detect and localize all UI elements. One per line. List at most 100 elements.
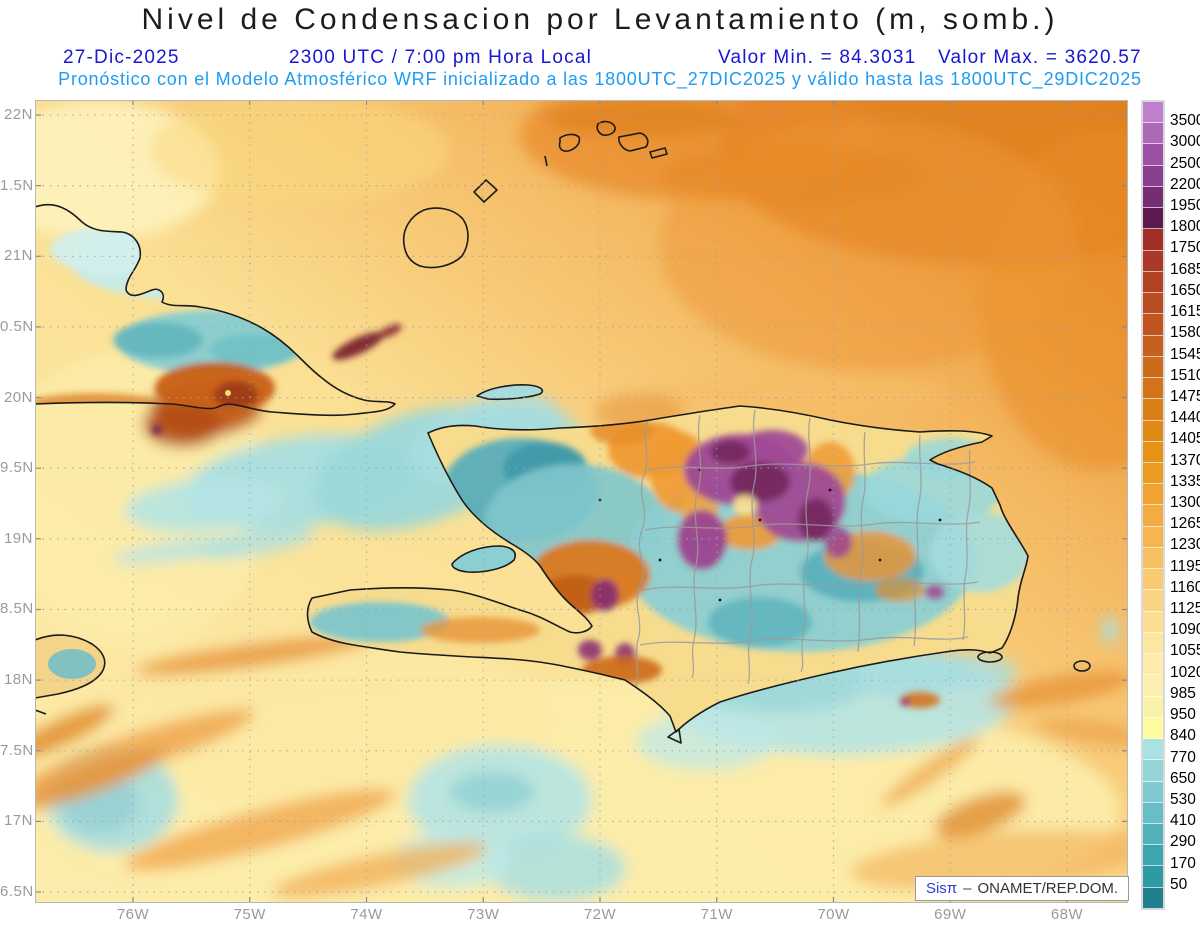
colorbar-segment	[1143, 802, 1163, 824]
colorbar-segment	[1143, 823, 1163, 846]
lat-tick-label: 9.5N	[0, 459, 33, 477]
colorbar-label: 770	[1170, 748, 1196, 766]
page-title: Nivel de Condensacion por Levantamiento …	[141, 3, 1059, 36]
forecast-init-line: Pronóstico con el Modelo Atmosférico WRF…	[58, 69, 1142, 89]
colorbar-segment	[1143, 547, 1163, 570]
colorbar-label: 1650	[1170, 281, 1200, 299]
colorbar-segment	[1143, 569, 1163, 591]
lon-tick-label: 71W	[700, 906, 733, 923]
colorbar-label: 1300	[1170, 494, 1200, 511]
province-borders	[635, 409, 981, 687]
jamaica-coastline	[35, 634, 106, 699]
lat-tick-label: 19N	[3, 529, 33, 547]
saona-island	[977, 651, 1003, 663]
colorbar-label: 530	[1170, 790, 1196, 808]
lat-tick-label: 8.5N	[0, 600, 33, 618]
tortue-island	[476, 384, 544, 401]
colorbar-segment	[1143, 632, 1163, 655]
valid-time-label: 2300 UTC / 7:00 pm Hora Local	[289, 47, 593, 68]
max-value-label: Valor Max. = 3620.57	[938, 47, 1142, 68]
colorbar-segment	[1143, 590, 1163, 612]
colorbar-segment	[1143, 165, 1163, 187]
colorbar-label: 410	[1170, 812, 1196, 830]
caicos-west	[558, 133, 581, 152]
colorbar-segment	[1143, 441, 1163, 463]
colorbar-label: 1440	[1170, 409, 1200, 427]
colorbar-label: 1125	[1170, 600, 1200, 618]
sispi-logo: Sisπ	[925, 880, 958, 897]
colorbar-label: 1405	[1170, 430, 1200, 448]
colorbar-label: 950	[1170, 706, 1196, 724]
colorbar-label: 50	[1170, 875, 1188, 893]
map-canvas: Sisπ – ONAMET/REP.DOM.	[35, 100, 1129, 903]
colorbar-label: 1055	[1170, 642, 1200, 660]
cuba-coastline	[35, 203, 396, 417]
colorbar-label: 1685	[1170, 260, 1200, 278]
colorbar-segment	[1143, 271, 1163, 294]
caicos-provo	[596, 120, 616, 136]
great-inagua	[402, 207, 469, 269]
map-artwork	[35, 100, 1128, 903]
colorbar-label: 3500	[1170, 112, 1200, 130]
colorbar-segment	[1143, 675, 1163, 697]
lat-tick-label: 0.5N	[0, 317, 33, 335]
lon-tick-label: 74W	[350, 906, 383, 923]
colorbar-label: 170	[1170, 854, 1196, 872]
graticule-gridlines	[35, 100, 1128, 903]
colorbar-label: 1545	[1170, 345, 1200, 363]
lat-tick-label: 6.5N	[0, 883, 33, 901]
mona-island	[1073, 660, 1091, 672]
lat-tick-label: 22N	[3, 106, 33, 123]
colorbar-label: 1800	[1170, 218, 1200, 236]
colorbar-label: 1370	[1170, 451, 1200, 469]
lat-tick-label: 7.5N	[0, 741, 33, 759]
colorbar-segment	[1143, 356, 1163, 379]
colorbar-segment	[1143, 887, 1163, 908]
min-value-label: Valor Min. = 84.3031	[718, 47, 917, 68]
map-frame-border	[35, 100, 1128, 903]
colorbar-segment	[1143, 144, 1163, 166]
beata-island	[667, 728, 682, 744]
colorbar-segment	[1143, 335, 1163, 357]
lon-tick-label: 75W	[233, 906, 266, 923]
colorbar-segment	[1143, 866, 1163, 888]
colorbar-segment	[1143, 760, 1163, 782]
colorbar-label: 1475	[1170, 387, 1200, 405]
attribution-box: Sisπ – ONAMET/REP.DOM.	[915, 876, 1129, 901]
colorbar-label: 1580	[1170, 324, 1200, 342]
coastlines	[35, 120, 1091, 744]
colorbar-segment	[1143, 781, 1163, 803]
colorbar-label: 1510	[1170, 366, 1200, 384]
colorbar	[1141, 100, 1165, 910]
colorbar-segment	[1143, 123, 1163, 145]
colorbar-segment	[1143, 186, 1163, 209]
colorbar-label: 1020	[1170, 663, 1200, 681]
colorbar-segment	[1143, 739, 1163, 761]
date-label: 27-Dic-2025	[63, 47, 180, 68]
header-meta-row: 27-Dic-2025 2300 UTC / 7:00 pm Hora Loca…	[0, 47, 1200, 69]
colorbar-segment	[1143, 484, 1163, 506]
little-inagua	[473, 179, 498, 203]
colorbar-label: 1090	[1170, 621, 1200, 639]
colorbar-segment	[1143, 505, 1163, 527]
lon-tick-label: 73W	[467, 906, 500, 923]
colorbar-label: 1230	[1170, 536, 1200, 554]
lat-tick-label: 21N	[3, 247, 33, 265]
lat-tick-label: 17N	[3, 812, 33, 830]
lon-tick-label: 70W	[817, 906, 850, 923]
colorbar-segment	[1143, 314, 1163, 336]
caicos-main	[618, 132, 649, 152]
colorbar-segment	[1143, 717, 1163, 740]
colorbar-label: 3000	[1170, 133, 1200, 151]
attribution-org: ONAMET/REP.DOM.	[977, 880, 1119, 897]
colorbar-label: 985	[1170, 684, 1196, 702]
colorbar-segment	[1143, 845, 1163, 867]
colorbar-segment	[1143, 654, 1163, 676]
colorbar-label: 650	[1170, 769, 1196, 787]
jamaica-sliver	[35, 709, 47, 715]
lcl-shading-sea	[35, 100, 1128, 903]
colorbar-label: 1335	[1170, 472, 1200, 490]
colorbar-segment	[1143, 696, 1163, 718]
colorbar-label: 1950	[1170, 197, 1200, 215]
colorbar-label: 840	[1170, 727, 1196, 745]
